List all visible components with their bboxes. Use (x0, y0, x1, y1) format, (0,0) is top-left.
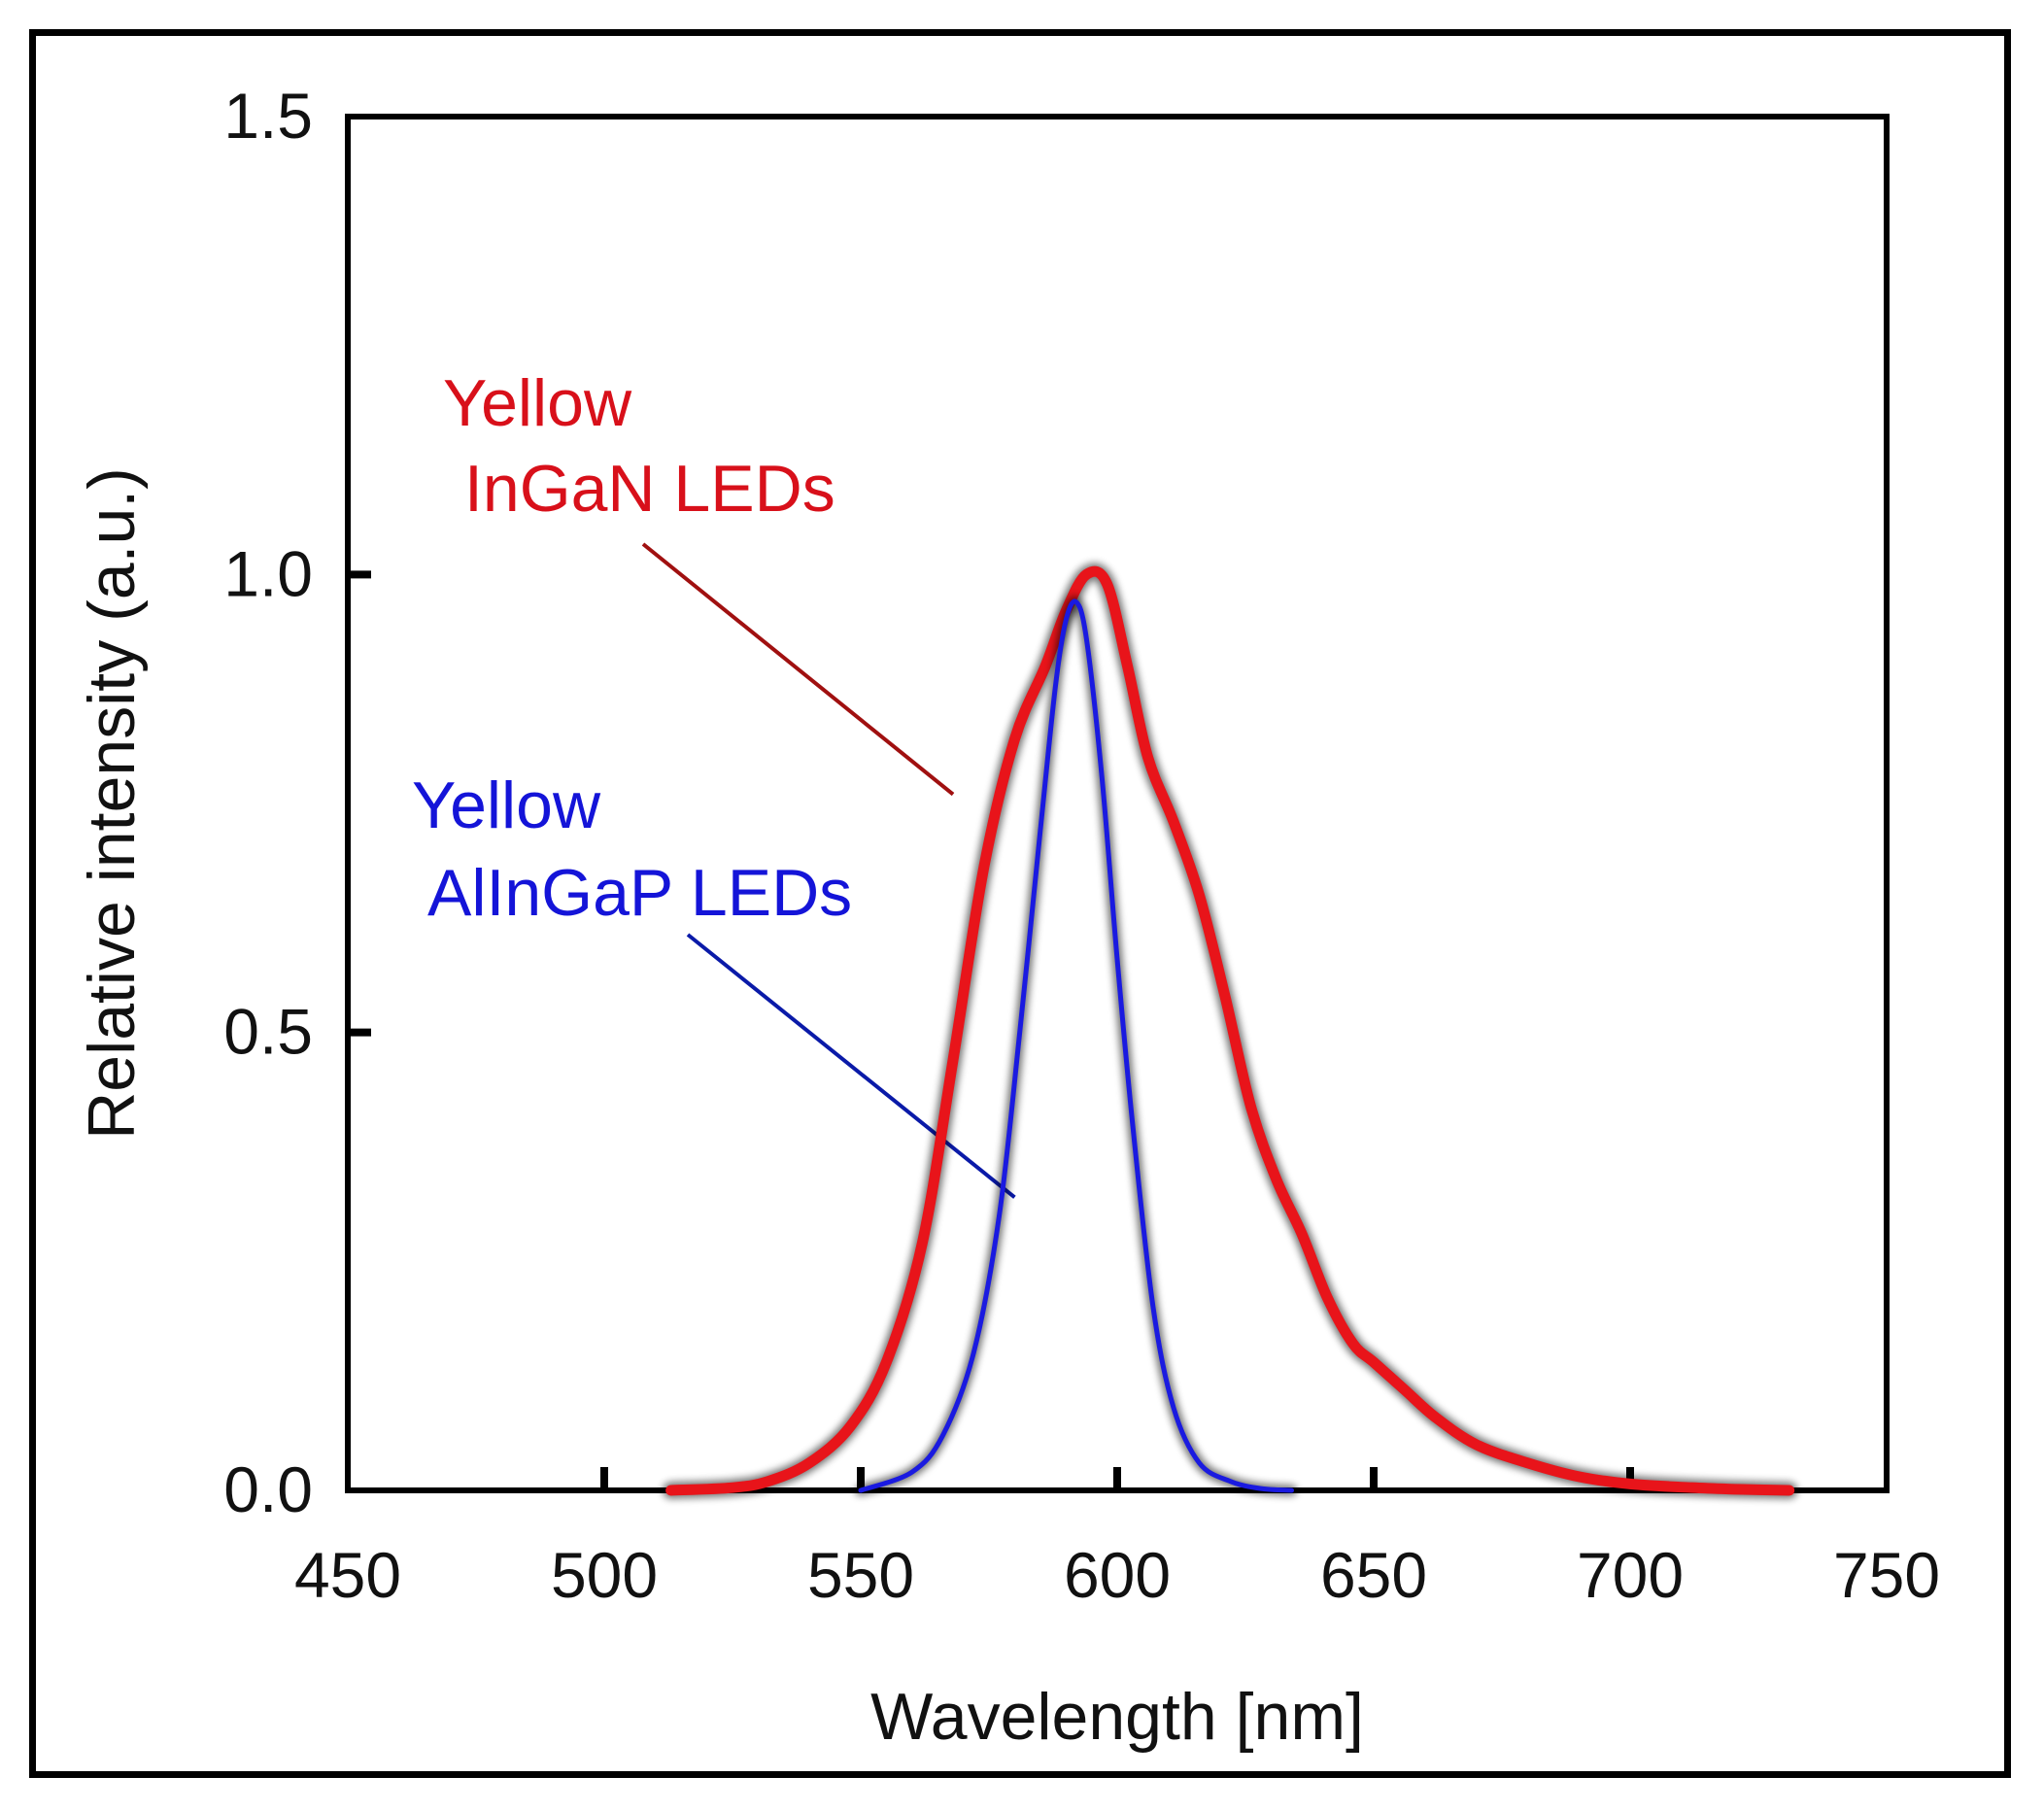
x-tick-label: 550 (807, 1539, 914, 1611)
plot-area (345, 114, 1890, 1493)
x-tick-label: 600 (1064, 1539, 1171, 1611)
x-tick-label: 450 (294, 1539, 401, 1611)
annotation-pointers (641, 542, 1016, 1199)
annotation-ingan-line1: Yellow (443, 366, 632, 440)
annotation-alingap-line2: AlInGaP LEDs (427, 856, 852, 930)
y-tick-label: 1.0 (223, 537, 313, 609)
x-axis-title: Wavelength [nm] (870, 1680, 1364, 1754)
y-tick-label: 1.5 (223, 80, 313, 152)
x-axis-ticks: 450 500 550 600 650 700 750 (294, 1467, 1940, 1611)
series-line-alingap (858, 598, 1295, 1493)
x-tick-label: 500 (551, 1539, 658, 1611)
x-tick-label: 750 (1833, 1539, 1940, 1611)
y-tick-label: 0.0 (223, 1453, 313, 1525)
x-tick-label: 650 (1320, 1539, 1427, 1611)
series-line-ingan (665, 565, 1795, 1496)
series-layer (663, 563, 1798, 1499)
annotation-pointer-line (641, 542, 955, 797)
x-tick-label: 700 (1577, 1539, 1684, 1611)
y-tick-label: 0.5 (223, 996, 313, 1068)
y-axis-ticks: 0.0 0.5 1.0 1.5 (223, 80, 371, 1525)
annotation-pointer-line (686, 933, 1016, 1199)
annotation-labels: Yellow InGaN LEDs Yellow AlInGaP LEDs (412, 366, 852, 930)
annotation-alingap-line1: Yellow (412, 769, 601, 842)
annotation-ingan-line2: InGaN LEDs (464, 452, 835, 526)
y-axis-title: Relative intensity (a.u.) (75, 467, 149, 1140)
